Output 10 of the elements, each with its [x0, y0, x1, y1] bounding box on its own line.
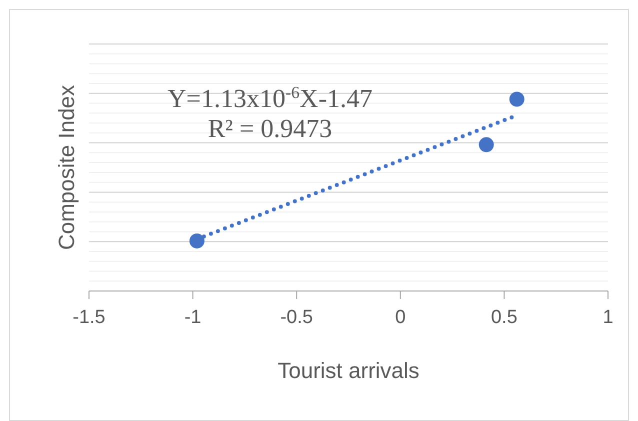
annotation: Y=1.13x10$^{-6}$X-1.47: [168, 82, 372, 113]
x-axis-title: Tourist arrivals: [278, 358, 420, 383]
x-tick-label: -1.5: [72, 307, 106, 328]
y-axis-title: Composite Index: [54, 84, 79, 250]
x-tick-label: -0.5: [280, 307, 313, 328]
x-tick-label: -1: [184, 307, 202, 328]
x-tick-label: 0.5: [490, 307, 518, 328]
x-tick-label: 1: [602, 307, 614, 328]
annotation: R² = 0.9473: [208, 114, 332, 143]
x-tick-label: 0: [395, 307, 406, 328]
